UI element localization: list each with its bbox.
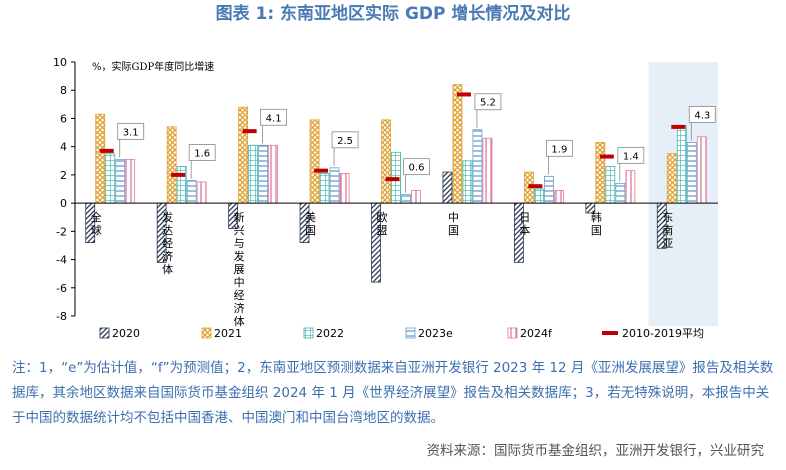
label-box — [403, 158, 430, 176]
bar — [268, 144, 279, 204]
bar — [442, 171, 453, 204]
y-tick-label: -2 — [56, 225, 67, 238]
data-label: 1.4 — [623, 151, 639, 162]
data-label: 2.5 — [337, 136, 353, 147]
x-tick-label: 日本 — [518, 211, 531, 237]
bar — [248, 144, 259, 204]
label-box — [474, 93, 502, 111]
chart-title: 图表 1: 东南亚地区实际 GDP 增长情况及对比 — [216, 3, 571, 24]
bar — [166, 126, 177, 204]
y-tick-label: 0 — [60, 197, 67, 210]
bar — [186, 180, 197, 204]
legend-label: 2023e — [418, 327, 453, 340]
legend-label: 2022 — [316, 327, 344, 340]
y-tick-label: 2 — [60, 169, 67, 182]
x-tick-label: 新兴与发展中经济体 — [232, 210, 245, 328]
legend-label: 2010-2019平均 — [622, 327, 704, 340]
bar — [381, 119, 391, 204]
x-tick-label: 全球 — [89, 210, 102, 237]
bar — [176, 166, 187, 204]
label-box — [117, 122, 145, 140]
label-box — [545, 139, 573, 157]
data-label: 3.1 — [123, 127, 139, 138]
bar — [319, 173, 330, 204]
bar — [605, 166, 616, 204]
y-tick-label: -6 — [56, 282, 67, 295]
bar — [472, 129, 483, 204]
label-box — [260, 108, 288, 126]
source: 资料来源：国际货币基金组织，亚洲开发银行，兴业研究 — [426, 443, 765, 459]
y-axis-label: %，实际GDP年度同比增速 — [92, 60, 214, 73]
legend-swatch — [303, 327, 314, 339]
data-label: 1.9 — [551, 144, 567, 155]
data-label: 4.1 — [266, 113, 282, 124]
bar — [595, 142, 606, 204]
data-label: 5.2 — [480, 98, 496, 109]
bar — [258, 144, 269, 204]
bar — [238, 106, 249, 204]
legend-swatch — [99, 327, 110, 339]
y-tick-label: 10 — [53, 56, 67, 69]
bar — [125, 158, 136, 204]
y-tick-label: 6 — [60, 112, 67, 125]
bar — [533, 188, 544, 204]
bar — [309, 119, 320, 204]
bar — [625, 170, 636, 204]
bar — [686, 142, 697, 204]
bar — [452, 84, 463, 204]
bar — [196, 181, 207, 204]
y-tick-label: -4 — [56, 254, 67, 267]
bar — [401, 194, 411, 204]
bar — [411, 190, 421, 204]
bar — [615, 182, 626, 204]
bar — [105, 153, 116, 204]
chart: 图表 1: 东南亚地区实际 GDP 增长情况及对比 %，实际GDP年度同比增速 … — [53, 3, 718, 340]
legend-swatch — [507, 327, 518, 339]
bar — [329, 167, 340, 204]
x-tick-label: 韩国 — [589, 210, 602, 237]
bar — [462, 160, 473, 204]
bar — [482, 137, 493, 204]
bar — [696, 136, 707, 204]
data-label: 4.3 — [694, 110, 710, 121]
notes: 注：1，“e”为估计值，“f”为预测值；2，东南亚地区预测数据来自亚洲开发银行 … — [12, 360, 774, 426]
bar — [543, 175, 554, 204]
label-box — [188, 144, 216, 161]
y-tick-label: 4 — [60, 141, 67, 154]
bar — [95, 113, 106, 204]
legend-label: 2020 — [112, 327, 140, 340]
x-tick-label: 中国 — [446, 211, 459, 237]
x-tick-label: 欧盟 — [375, 211, 388, 237]
y-tick-label: -8 — [56, 310, 67, 323]
x-tick-label: 美国 — [304, 211, 317, 237]
bar — [666, 153, 677, 204]
legend-swatch — [201, 327, 212, 339]
x-tick-label: 东南亚 — [661, 211, 674, 250]
data-label: 0.6 — [409, 163, 425, 174]
data-label: 1.6 — [194, 149, 210, 160]
legend-label: 2021 — [214, 327, 242, 340]
bar — [553, 190, 564, 204]
bar — [115, 158, 126, 204]
legend-label: 2024f — [520, 327, 553, 340]
label-box — [331, 131, 359, 149]
x-tick-label: 发达经济体 — [161, 210, 174, 276]
label-box — [617, 146, 645, 164]
bar — [676, 125, 687, 204]
y-tick-label: 8 — [60, 84, 67, 97]
bar — [339, 173, 350, 204]
label-box — [688, 106, 716, 123]
legend-swatch — [405, 327, 416, 339]
